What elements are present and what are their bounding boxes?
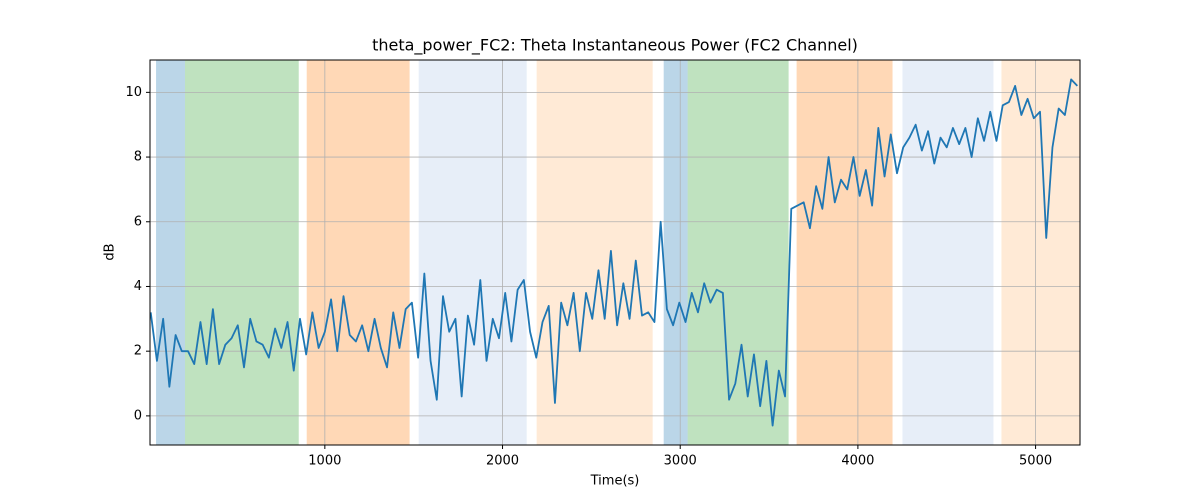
y-tick-label: 0: [134, 408, 142, 423]
x-tick-label: 4000: [841, 454, 874, 469]
x-tick-label: 1000: [308, 454, 341, 469]
spans: [156, 60, 1080, 445]
x-tick-label: 5000: [1019, 454, 1052, 469]
shaded-span: [796, 60, 893, 445]
shaded-span: [156, 60, 186, 445]
y-tick-label: 6: [134, 214, 142, 229]
y-axis-label: dB: [103, 243, 118, 260]
x-tick-label: 3000: [664, 454, 697, 469]
shaded-span: [687, 60, 789, 445]
shaded-span: [306, 60, 410, 445]
lines: [149, 78, 1078, 427]
y-tick-label: 4: [134, 279, 142, 294]
x-axis-label: Time(s): [590, 474, 640, 489]
y-tick-label: 8: [134, 150, 142, 165]
shaded-span: [902, 60, 994, 445]
chart-title: theta_power_FC2: Theta Instantaneous Pow…: [372, 36, 858, 56]
ticks: 1000 2000 3000 4000 5000 0 2 4 6 8 10: [125, 85, 1052, 469]
y-tick-label: 2: [134, 344, 142, 359]
axes-frame: [149, 59, 1081, 446]
data-line: [149, 78, 1078, 427]
shaded-span: [663, 60, 688, 445]
x-tick-label: 2000: [486, 454, 519, 469]
shaded-span: [185, 60, 299, 445]
shaded-span: [418, 60, 527, 445]
y-tick-label: 10: [125, 85, 142, 100]
